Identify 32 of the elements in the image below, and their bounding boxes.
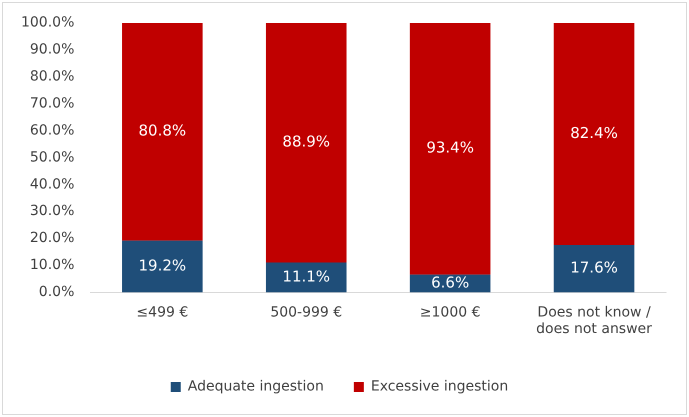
bar — [266, 23, 347, 262]
bar — [410, 23, 490, 275]
data-label: 88.9% — [282, 132, 330, 151]
legend-label: Adequate ingestion — [188, 378, 324, 395]
y-tick-label: 70.0% — [30, 95, 74, 112]
data-label: 82.4% — [570, 124, 618, 142]
y-tick-label: 0.0% — [38, 284, 74, 300]
bar — [554, 244, 634, 292]
data-label: 6.6% — [431, 273, 470, 292]
y-tick-label: 80.0% — [30, 68, 74, 85]
data-label: 19.2% — [138, 256, 186, 274]
bar — [122, 23, 203, 241]
x-tick-label: ≤499 € — [136, 304, 188, 320]
data-label: 93.4% — [426, 138, 474, 157]
y-tick-label: 20.0% — [30, 230, 74, 246]
y-tick-label: 60.0% — [30, 122, 74, 138]
bar — [554, 23, 634, 245]
y-tick-label: 10.0% — [30, 257, 74, 274]
y-tick-label: 90.0% — [30, 42, 74, 58]
x-tick-label: Does not know / does not answer — [536, 304, 652, 338]
y-tick-label: 100.0% — [20, 14, 74, 31]
x-tick-label: 500-999 € — [270, 304, 342, 320]
y-tick-label: 40.0% — [30, 176, 74, 192]
bar — [122, 240, 203, 292]
y-tick-label: 50.0% — [30, 149, 74, 166]
data-label: 17.6% — [570, 258, 618, 277]
y-tick-label: 30.0% — [30, 203, 74, 220]
data-label: 80.8% — [138, 122, 186, 140]
x-tick-label: ≥1000 € — [420, 304, 481, 320]
data-label: 11.1% — [282, 267, 330, 286]
legend-label: Excessive ingestion — [370, 378, 508, 395]
bar — [266, 262, 347, 292]
